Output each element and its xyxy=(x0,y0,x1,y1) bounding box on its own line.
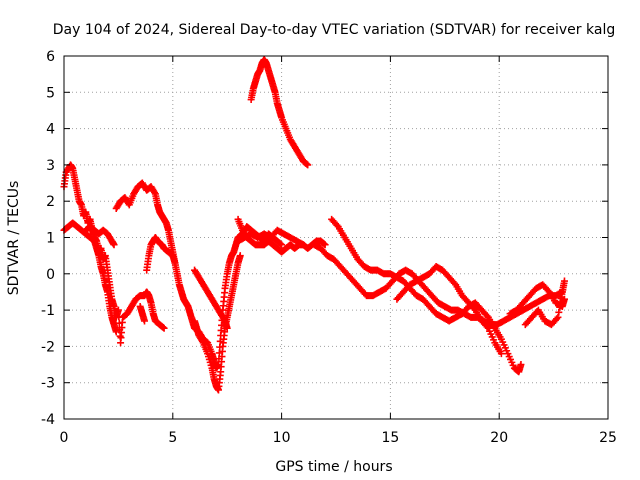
y-tick-label: 2 xyxy=(46,194,55,210)
data-point xyxy=(483,312,491,320)
x-tick-label: 10 xyxy=(273,430,291,446)
x-axis-label: GPS time / hours xyxy=(275,459,392,475)
data-point xyxy=(560,277,568,285)
data-point xyxy=(160,324,168,332)
data-point xyxy=(223,324,231,332)
data-point xyxy=(450,279,458,287)
data-point xyxy=(198,337,206,345)
y-tick-label: 5 xyxy=(46,85,55,101)
series-trace-p xyxy=(521,277,568,329)
data-point xyxy=(483,323,491,331)
series-trace-c xyxy=(82,223,118,249)
data-point xyxy=(517,361,525,369)
data-point xyxy=(544,286,552,294)
data-point xyxy=(556,299,564,307)
data-point xyxy=(559,286,567,294)
data-point xyxy=(497,350,505,358)
data-point xyxy=(171,259,179,267)
series-trace-m xyxy=(328,215,525,376)
data-point xyxy=(110,241,118,249)
data-point xyxy=(554,313,562,321)
y-tick-label: -2 xyxy=(41,339,55,355)
x-tick-label: 5 xyxy=(168,430,177,446)
data-point xyxy=(557,294,565,302)
data-point xyxy=(558,290,566,298)
grid-lines xyxy=(64,56,608,419)
y-axis-label: SDTVAR / TECUs xyxy=(6,181,22,296)
y-tick-label: 0 xyxy=(46,267,55,283)
y-tick-label: -1 xyxy=(41,303,55,319)
data-point xyxy=(299,241,307,249)
chart-title: Day 104 of 2024, Sidereal Day-to-day VTE… xyxy=(53,22,615,38)
data-point xyxy=(151,188,159,196)
data-point xyxy=(560,281,568,289)
data-point xyxy=(555,308,563,316)
series-trace-n xyxy=(393,263,505,358)
y-tick-label: -3 xyxy=(41,376,55,392)
data-point xyxy=(321,241,329,249)
data-point xyxy=(278,241,286,249)
x-tick-label: 15 xyxy=(381,430,399,446)
series-trace-j xyxy=(234,226,307,249)
series-trace-h xyxy=(191,266,231,332)
series-trace-i xyxy=(234,215,329,256)
data-point xyxy=(114,306,122,314)
y-tick-label: 4 xyxy=(46,122,55,138)
series-trace-e xyxy=(143,234,179,274)
data-point xyxy=(470,305,478,313)
data-marks xyxy=(60,56,568,394)
data-point xyxy=(304,161,312,169)
data-point xyxy=(116,332,124,340)
data-point xyxy=(553,315,561,323)
axis-ticks: 0 5 10 15 20 25 -4 -3 -2 -1 0 1 2 3 4 5 6 xyxy=(41,49,617,446)
y-tick-label: -4 xyxy=(41,412,55,428)
data-point xyxy=(236,252,244,260)
x-tick-label: 0 xyxy=(60,430,69,446)
y-tick-label: 6 xyxy=(46,49,55,65)
series-trace-k xyxy=(247,56,312,169)
series-trace-f xyxy=(136,302,149,325)
data-point xyxy=(141,317,149,325)
y-tick-label: 1 xyxy=(46,231,55,247)
data-point xyxy=(112,328,120,336)
y-tick-label: 3 xyxy=(46,158,55,174)
x-tick-label: 20 xyxy=(490,430,508,446)
data-point xyxy=(333,221,341,229)
x-tick-label: 25 xyxy=(599,430,617,446)
